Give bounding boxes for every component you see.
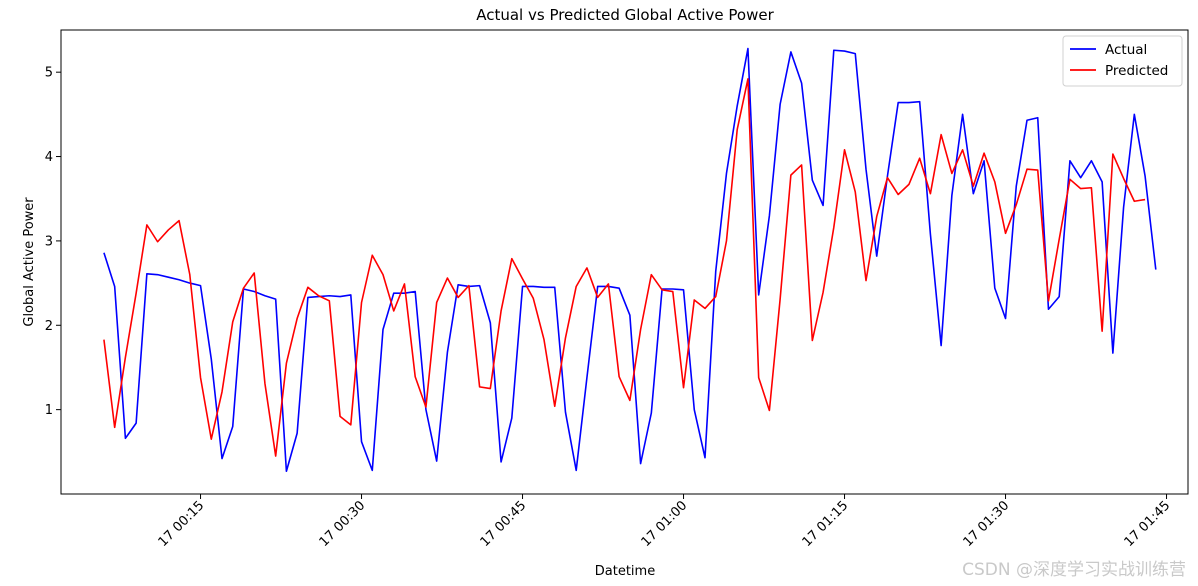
y-axis: 1 2 3 4 5 xyxy=(45,66,61,418)
y-tick-label: 2 xyxy=(45,319,53,334)
y-tick-label: 1 xyxy=(45,403,53,418)
x-tick-label: 17 00:45 xyxy=(478,498,530,550)
legend-label-actual: Actual xyxy=(1105,42,1147,58)
x-tick-label: 17 01:00 xyxy=(639,498,691,550)
x-tick-label: 17 00:15 xyxy=(156,498,208,550)
legend: Actual Predicted xyxy=(1062,35,1183,87)
plot-area xyxy=(60,29,1189,495)
y-tick-label: 3 xyxy=(45,234,53,249)
series-line-actual xyxy=(103,47,1157,473)
plot-frame xyxy=(60,29,1189,495)
y-axis-label: Global Active Power xyxy=(22,197,37,327)
x-axis-label: Datetime xyxy=(595,564,655,579)
x-tick-label: 17 01:45 xyxy=(1122,498,1174,550)
legend-label-predicted: Predicted xyxy=(1105,63,1168,79)
x-tick-label: 17 01:30 xyxy=(961,498,1013,550)
chart-title: Actual vs Predicted Global Active Power xyxy=(476,6,774,24)
x-axis: 17 00:15 17 00:30 17 00:45 17 01:00 17 01:15… xyxy=(156,494,1174,550)
x-tick-label: 17 00:30 xyxy=(317,498,369,550)
series-lines xyxy=(103,47,1157,473)
watermark-text: CSDN @深度学习实战训练营 xyxy=(962,560,1186,580)
y-tick-label: 4 xyxy=(45,150,53,165)
y-tick-label: 5 xyxy=(45,66,53,81)
x-tick-label: 17 01:15 xyxy=(800,498,852,550)
series-line-predicted xyxy=(103,78,1146,457)
